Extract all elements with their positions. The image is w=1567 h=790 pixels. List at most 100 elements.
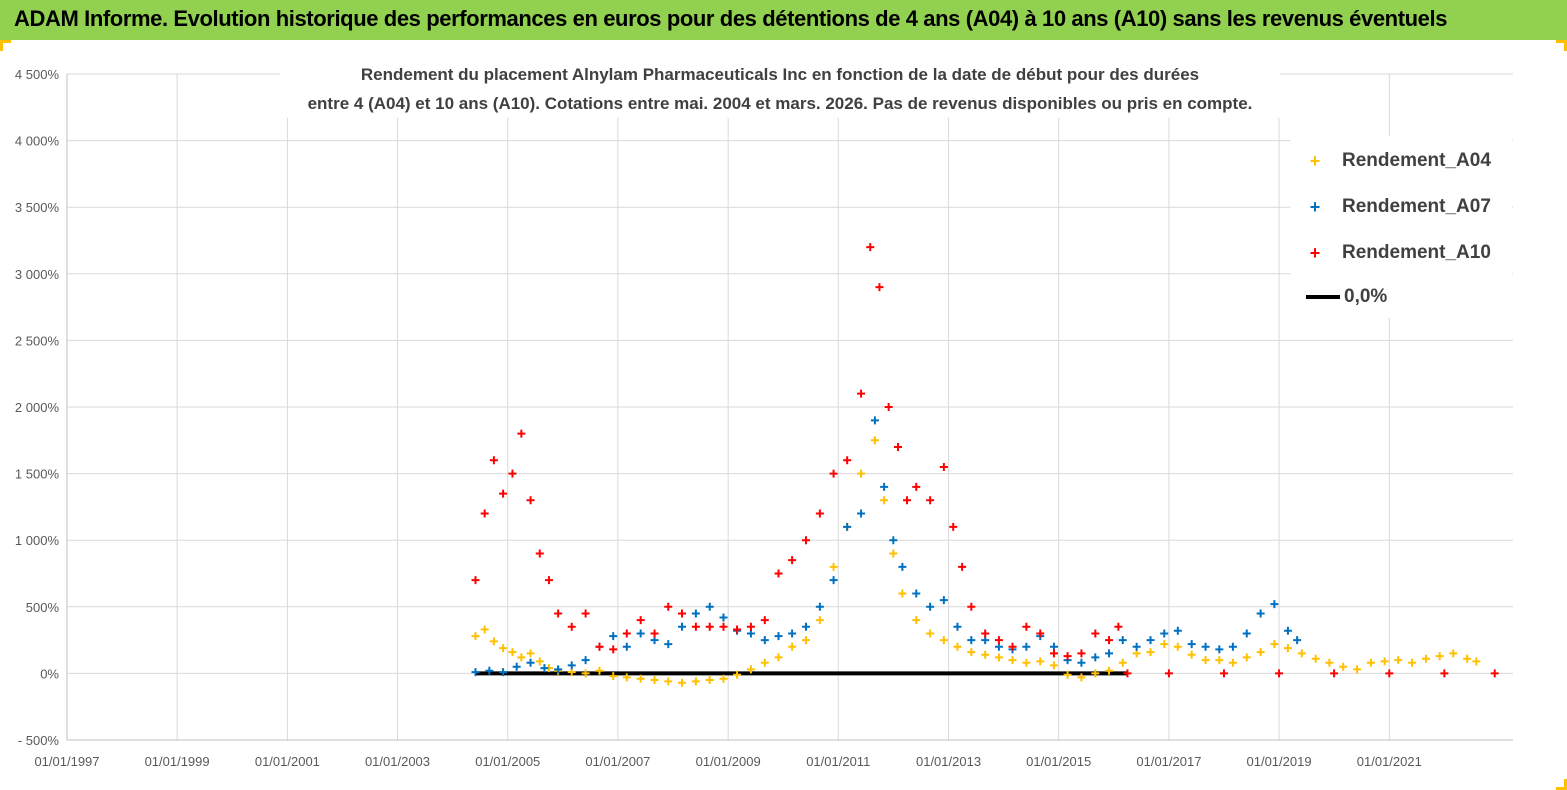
point-a10 [499,489,508,498]
point-a04 [1063,670,1072,679]
point-a07 [485,666,494,675]
point-a04 [788,642,797,651]
y-tick-label: 1 000% [15,533,60,548]
point-a04 [1449,649,1458,658]
point-a07 [499,668,508,677]
point-a04 [746,665,755,674]
point-a04 [1270,640,1279,649]
point-a10 [815,509,824,518]
point-a04 [1091,669,1100,678]
axis-layer: - 500% 0% 500% 1 000% 1 500% 2 000% 2 500% 3 00… [15,67,1513,769]
point-a10 [554,609,563,618]
legend-marker-a04: + [1309,151,1321,171]
point-a07 [829,576,838,585]
point-a07 [1242,629,1251,638]
x-tick-label: 01/01/1997 [34,754,99,769]
point-a10 [1219,669,1228,678]
x-tick-label: 01/01/2021 [1357,754,1422,769]
point-a04 [471,632,480,641]
x-tick-label: 01/01/2005 [475,754,540,769]
point-a04 [1228,658,1237,667]
point-a04 [981,650,990,659]
point-a10 [774,569,783,578]
point-a04 [870,436,879,445]
point-a10 [926,496,935,505]
point-a10 [1008,642,1017,651]
x-tick-label: 01/01/2015 [1026,754,1091,769]
point-a04 [926,629,935,638]
point-a04 [609,672,618,681]
legend-label-a04: Rendement_A04 [1342,150,1491,171]
point-a04 [1435,652,1444,661]
point-a04 [1118,658,1127,667]
point-a07 [857,509,866,518]
point-a04 [499,644,508,653]
point-a10 [489,456,498,465]
point-a07 [471,668,480,677]
point-a07 [788,629,797,638]
point-a07 [1293,636,1302,645]
x-tick-label: 01/01/2003 [365,754,430,769]
point-a10 [1385,669,1394,678]
legend-line-zero [1306,295,1340,299]
y-tick-label: 3 500% [15,200,60,215]
point-a07 [889,536,898,545]
legend-item-a10: + Rendement_A10 [1306,238,1491,268]
point-a04 [829,562,838,571]
point-a04 [733,670,742,679]
point-a04 [650,676,659,685]
point-a07 [1173,626,1182,635]
x-tick-label: 01/01/1999 [145,754,210,769]
point-a04 [581,669,590,678]
corner-marker-top-left [0,40,11,51]
point-a07 [567,661,576,670]
point-a04 [1105,666,1114,675]
point-a10 [894,442,903,451]
point-a10 [967,602,976,611]
legend-label-zero: 0,0% [1344,286,1388,307]
point-a07 [1228,642,1237,651]
point-a10 [636,616,645,625]
point-a07 [609,632,618,641]
point-a07 [691,609,700,618]
point-a10 [567,622,576,631]
point-a10 [622,629,631,638]
point-a10 [760,616,769,625]
point-a10 [471,576,480,585]
y-tick-label: 2 000% [15,400,60,415]
point-a04 [535,657,544,666]
point-a04 [898,589,907,598]
point-a04 [719,674,728,683]
point-a07 [880,482,889,491]
y-tick-label: 4 000% [15,134,60,149]
point-a04 [1297,649,1306,658]
series-a10 [471,243,1499,678]
point-a04 [1366,658,1375,667]
point-a07 [664,640,673,649]
point-a10 [1123,669,1132,678]
point-a04 [1325,658,1334,667]
point-a04 [1472,657,1481,666]
point-a04 [1160,640,1169,649]
point-a07 [1256,609,1265,618]
point-a07 [815,602,824,611]
y-tick-label: 4 500% [15,67,60,82]
point-a04 [1242,653,1251,662]
point-a07 [870,416,879,425]
legend-label-a10: Rendement_A10 [1342,242,1491,263]
point-a04 [480,625,489,634]
point-a10 [958,562,967,571]
point-a04 [801,636,810,645]
point-a07 [1132,642,1141,651]
point-a04 [1394,656,1403,665]
point-a10 [526,496,535,505]
legend-item-a04: + Rendement_A04 [1306,146,1491,176]
banner-title: ADAM Informe. Evolution historique des p… [14,6,1448,31]
point-a04 [1463,654,1472,663]
x-tick-label: 01/01/2017 [1136,754,1201,769]
point-a07 [677,622,686,631]
point-a10 [875,283,884,292]
point-a10 [1049,649,1058,658]
point-a04 [953,642,962,651]
point-a10 [705,622,714,631]
